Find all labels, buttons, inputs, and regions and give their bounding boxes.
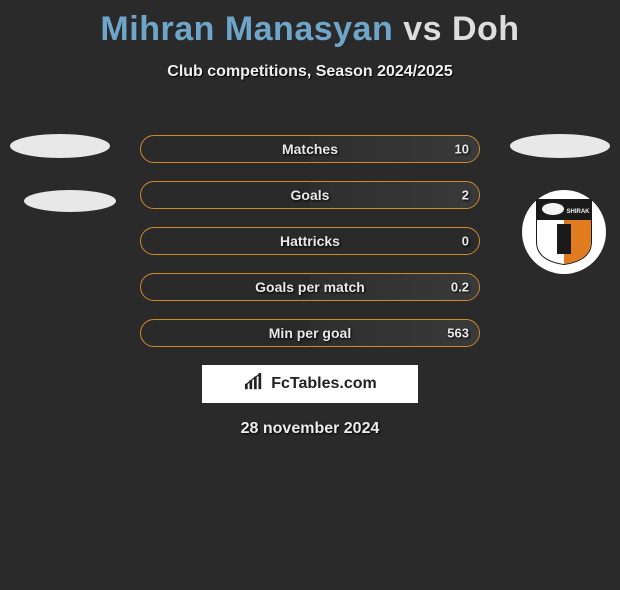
stat-row-goals-per-match: Goals per match 0.2: [140, 273, 480, 301]
player1-club-placeholder: [24, 190, 116, 212]
player2-name: Doh: [452, 10, 520, 48]
stat-label: Min per goal: [141, 325, 479, 341]
comparison-title: Mihran Manasyan vs Doh: [0, 10, 620, 49]
subtitle: Club competitions, Season 2024/2025: [0, 63, 620, 81]
stats-container: Matches 10 Goals 2 Hattricks 0 Goals per…: [140, 135, 480, 365]
player1-photo-placeholder-1: [10, 134, 110, 158]
stat-value-right: 563: [447, 326, 469, 341]
stat-label: Hattricks: [141, 233, 479, 249]
stat-row-goals: Goals 2: [140, 181, 480, 209]
watermark: FcTables.com: [202, 365, 418, 403]
stat-value-right: 2: [462, 188, 469, 203]
stat-value-right: 0: [462, 234, 469, 249]
shirak-shield-icon: SHIRAK: [535, 198, 593, 266]
bar-chart-icon: [243, 373, 265, 396]
svg-text:SHIRAK: SHIRAK: [566, 209, 590, 215]
stat-value-right: 0.2: [451, 280, 469, 295]
watermark-text: FcTables.com: [271, 375, 377, 393]
player2-photo-placeholder: [510, 134, 610, 158]
player1-name: Mihran Manasyan: [100, 10, 393, 48]
stat-row-min-per-goal: Min per goal 563: [140, 319, 480, 347]
stat-label: Goals per match: [141, 279, 479, 295]
stat-value-right: 10: [455, 142, 469, 157]
stat-row-hattricks: Hattricks 0: [140, 227, 480, 255]
stat-row-matches: Matches 10: [140, 135, 480, 163]
stat-label: Goals: [141, 187, 479, 203]
vs-text: vs: [403, 10, 442, 48]
player2-club-badge: SHIRAK: [522, 190, 606, 274]
date-text: 28 november 2024: [0, 420, 620, 438]
stat-label: Matches: [141, 141, 479, 157]
